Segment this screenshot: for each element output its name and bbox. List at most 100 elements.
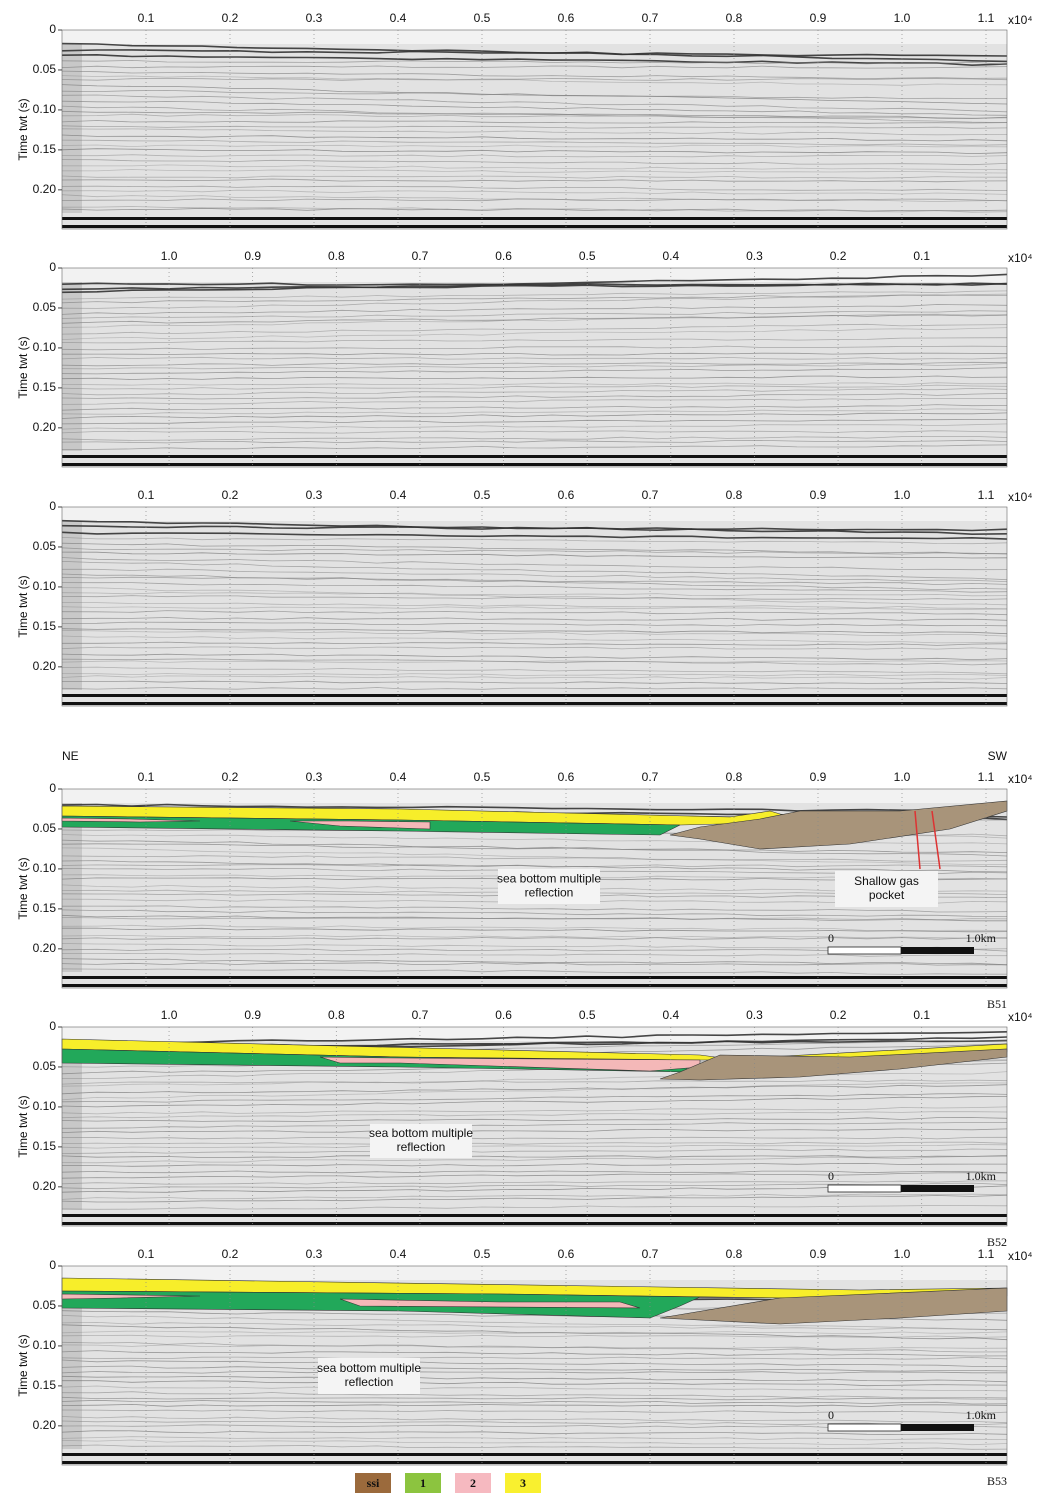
scale-bar-label: 0 <box>828 931 834 945</box>
reflector <box>61 1385 1008 1392</box>
reflector <box>61 1350 1008 1357</box>
legend-swatch <box>355 1473 391 1493</box>
x-tick-label: 1.1 <box>978 770 995 784</box>
y-tick-label: 0.10 <box>33 861 57 875</box>
reflector <box>61 382 1008 386</box>
x-tick-label: 0.7 <box>412 1008 429 1022</box>
reflector <box>61 658 1008 666</box>
reflector <box>61 1172 1008 1179</box>
bottom-band <box>62 694 1007 697</box>
reflector <box>61 1117 1008 1122</box>
reflector <box>61 610 1008 616</box>
y-tick-label: 0.15 <box>33 1139 57 1153</box>
reflector <box>61 290 1008 300</box>
profile-label: B53 <box>987 1474 1007 1488</box>
reflector <box>61 293 1008 309</box>
annotation-text: sea bottom multiple <box>497 872 601 886</box>
y-tick-label: 0 <box>49 781 56 795</box>
reflector <box>61 1371 1007 1374</box>
reflector <box>61 65 1008 69</box>
reflector <box>61 1396 1008 1401</box>
reflector <box>61 1180 1007 1185</box>
reflector <box>61 573 1008 591</box>
reflector <box>61 576 1008 586</box>
y-tick-label: 0.20 <box>33 1418 57 1432</box>
unit-layer <box>339 1298 641 1309</box>
x-multiplier: x10⁴ <box>1008 251 1033 265</box>
y-tick-label: 0.05 <box>33 62 57 76</box>
unit-layer <box>659 1048 1008 1081</box>
x-tick-label: 0.7 <box>642 1247 659 1261</box>
bottom-band <box>62 984 1007 987</box>
reflector <box>61 561 1008 581</box>
reflector <box>61 310 1008 319</box>
reflector <box>61 439 1008 444</box>
x-tick-label: 0.3 <box>306 11 323 25</box>
reflector <box>61 435 1008 441</box>
unit-layer <box>289 820 431 830</box>
reflector <box>61 847 1007 865</box>
reflector <box>61 595 1008 601</box>
scale-bar-label: 1.0km <box>966 1408 997 1422</box>
reflector <box>61 185 1008 191</box>
reflector <box>61 1170 1008 1174</box>
reflector <box>61 1439 1008 1446</box>
reflector <box>61 345 1008 351</box>
reflector <box>61 84 1008 105</box>
y-tick-label: 0.15 <box>33 142 57 156</box>
y-axis-title: Time twt (s) <box>16 575 30 637</box>
x-tick-label: 0.9 <box>810 11 827 25</box>
reflector <box>61 363 1008 370</box>
x-tick-label: 1.1 <box>978 488 995 502</box>
x-multiplier: x10⁴ <box>1008 772 1033 786</box>
reflector <box>61 1194 1008 1203</box>
reflector <box>61 120 1008 124</box>
reflector <box>61 1321 1008 1331</box>
panel-frame <box>61 1026 1008 1227</box>
y-tick-label: 0 <box>49 1019 56 1033</box>
reflector <box>61 606 1008 610</box>
reflector <box>61 1356 1008 1360</box>
reflector <box>61 1444 1008 1450</box>
reflector <box>61 1341 1008 1353</box>
annotation-text: Shallow gas <box>854 874 919 888</box>
reflector <box>61 361 1008 367</box>
reflector <box>61 282 1008 291</box>
y-tick-label: 0.05 <box>33 300 57 314</box>
reflector <box>61 1436 1008 1441</box>
bottom-band <box>62 976 1007 979</box>
edge-strip <box>62 803 82 972</box>
reflector <box>61 653 1008 661</box>
x-multiplier: x10⁴ <box>1008 490 1033 504</box>
y-tick-label: 0 <box>49 260 56 274</box>
reflector <box>61 1334 1008 1338</box>
y-tick-label: 0.05 <box>33 539 57 553</box>
scale-bar-white <box>827 1184 902 1193</box>
reflector <box>61 968 1007 975</box>
reflector <box>61 839 1008 857</box>
reflector <box>61 148 1008 155</box>
reflector <box>61 1155 1008 1159</box>
reflector <box>61 175 1008 179</box>
y-tick-label: 0.15 <box>33 619 57 633</box>
reflector <box>62 641 1008 646</box>
y-tick-label: 0.05 <box>33 1059 57 1073</box>
x-multiplier: x10⁴ <box>1008 13 1033 27</box>
reflector <box>61 134 1008 142</box>
reflector <box>61 914 1007 922</box>
reflector <box>61 337 1008 344</box>
x-tick-label: 0.6 <box>558 488 575 502</box>
reflector <box>61 1082 1008 1101</box>
reflector <box>61 524 1008 532</box>
reflector <box>61 917 1008 921</box>
annotation-text: reflection <box>397 1140 446 1154</box>
x-tick-label: 0.8 <box>328 249 345 263</box>
x-tick-label: 0.2 <box>222 770 239 784</box>
reflector <box>61 78 1008 81</box>
reflector <box>62 680 1008 685</box>
x-tick-label: 1.0 <box>894 770 911 784</box>
x-tick-label: 1.0 <box>894 11 911 25</box>
reflector <box>61 934 1008 939</box>
reflector <box>61 629 1008 637</box>
y-axis-title: Time twt (s) <box>16 857 30 919</box>
